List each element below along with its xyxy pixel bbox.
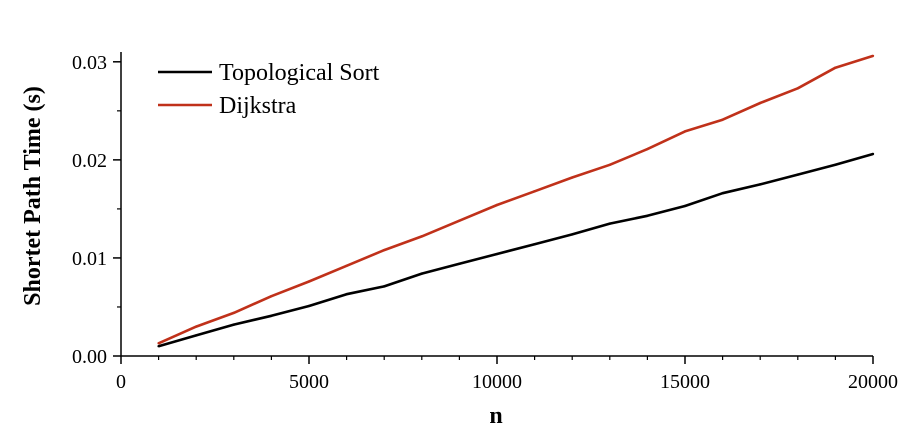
data-point-dijkstra [571, 176, 574, 179]
series-line-topological-sort [158, 152, 874, 348]
data-point-topological-sort [458, 262, 461, 266]
data-point-dijkstra [721, 118, 724, 121]
y-tick-label: 0.02 [72, 150, 107, 172]
x-tick-label: 10000 [472, 371, 522, 393]
x-tick-label: 15000 [660, 371, 710, 393]
data-point-dijkstra [232, 311, 235, 315]
data-point-dijkstra [759, 101, 762, 105]
series-line-dijkstra [158, 54, 874, 345]
data-point-dijkstra [533, 190, 536, 193]
data-point-dijkstra [834, 66, 837, 69]
y-tick-label: 0.01 [72, 248, 107, 270]
data-point-dijkstra [495, 203, 499, 207]
x-tick-label: 0 [116, 371, 126, 393]
data-point-topological-sort [383, 285, 386, 288]
data-point-dijkstra [458, 219, 461, 222]
data-point-topological-sort [307, 304, 311, 308]
x-tick-label: 5000 [289, 371, 329, 393]
data-point-topological-sort [195, 334, 198, 337]
data-point-topological-sort [608, 222, 611, 225]
data-point-dijkstra [871, 54, 875, 58]
legend-label-dijkstra: Dijkstra [219, 93, 297, 119]
x-tick-label: 20000 [848, 371, 898, 393]
data-point-topological-sort [571, 233, 574, 236]
data-point-topological-sort [232, 323, 235, 326]
data-point-topological-sort [157, 344, 160, 348]
data-point-topological-sort [420, 272, 423, 275]
data-point-dijkstra [796, 87, 799, 90]
data-point-topological-sort [533, 243, 536, 246]
y-tick-label: 0.00 [72, 346, 107, 368]
data-point-dijkstra [420, 235, 423, 238]
data-point-topological-sort [646, 214, 649, 217]
data-point-topological-sort [345, 293, 348, 296]
plot-area [157, 54, 875, 348]
x-axis-title: n [489, 403, 502, 429]
data-point-dijkstra [608, 163, 611, 166]
data-point-dijkstra [683, 130, 687, 133]
data-point-topological-sort [683, 204, 687, 208]
data-point-topological-sort [759, 183, 762, 186]
data-point-topological-sort [796, 173, 799, 176]
legend: Topological Sort Dijkstra [158, 60, 380, 119]
data-point-dijkstra [157, 342, 160, 345]
data-point-topological-sort [834, 163, 837, 166]
data-point-dijkstra [383, 248, 386, 252]
data-point-dijkstra [646, 147, 649, 151]
data-point-dijkstra [270, 294, 273, 298]
data-point-topological-sort [871, 152, 875, 156]
y-tick-label: 0.03 [72, 52, 107, 74]
y-axis-title: Shortet Path Time (s) [20, 86, 46, 306]
legend-label-topological-sort: Topological Sort [219, 60, 380, 86]
data-point-topological-sort [270, 314, 273, 317]
data-point-dijkstra [195, 325, 198, 328]
data-point-dijkstra [345, 264, 348, 267]
axes: 0 5000 10000 15000 20000 0.00 0.01 0.02 0.03 [72, 52, 898, 393]
data-point-topological-sort [721, 192, 724, 195]
data-point-dijkstra [307, 280, 311, 283]
data-point-topological-sort [495, 252, 499, 256]
